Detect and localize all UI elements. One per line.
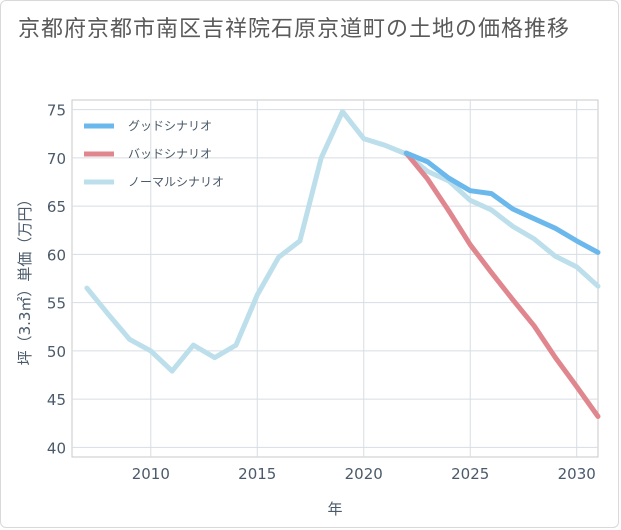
- y-tick-label: 75: [47, 102, 66, 120]
- y-tick-label: 45: [47, 391, 66, 409]
- x-tick-label: 2025: [451, 465, 489, 483]
- y-tick-label: 60: [47, 246, 66, 264]
- tick-labels: 40 45 50 55 60 65 70 75 2010 2015 2020 2025 2030: [47, 102, 596, 483]
- y-tick-label: 50: [47, 343, 66, 361]
- series-line-bad: [403, 150, 601, 419]
- x-tick-label: 2015: [238, 465, 276, 483]
- y-axis-label: 坪（3.3㎡）単価（万円）: [16, 192, 34, 366]
- series-line-good: [403, 150, 601, 255]
- x-tick-label: 2030: [558, 465, 596, 483]
- series-layer: [84, 109, 601, 419]
- y-tick-label: 65: [47, 198, 66, 216]
- x-tick-label: 2020: [345, 465, 383, 483]
- plot-border: [71, 99, 599, 458]
- series-line-normal: [84, 109, 601, 374]
- x-axis-label: 年: [327, 500, 342, 518]
- legend-label: ノーマルシナリオ: [128, 175, 224, 189]
- grid-lines: [71, 99, 599, 458]
- y-tick-label: 55: [47, 295, 66, 313]
- chart-title: 京都府京都市南区吉祥院石原京道町の土地の価格推移: [18, 17, 571, 42]
- legend-label: バッドシナリオ: [128, 147, 212, 161]
- x-tick-label: 2010: [132, 465, 170, 483]
- y-tick-label: 70: [47, 150, 66, 168]
- legend-label: グッドシナリオ: [128, 119, 212, 133]
- y-tick-label: 40: [47, 439, 66, 457]
